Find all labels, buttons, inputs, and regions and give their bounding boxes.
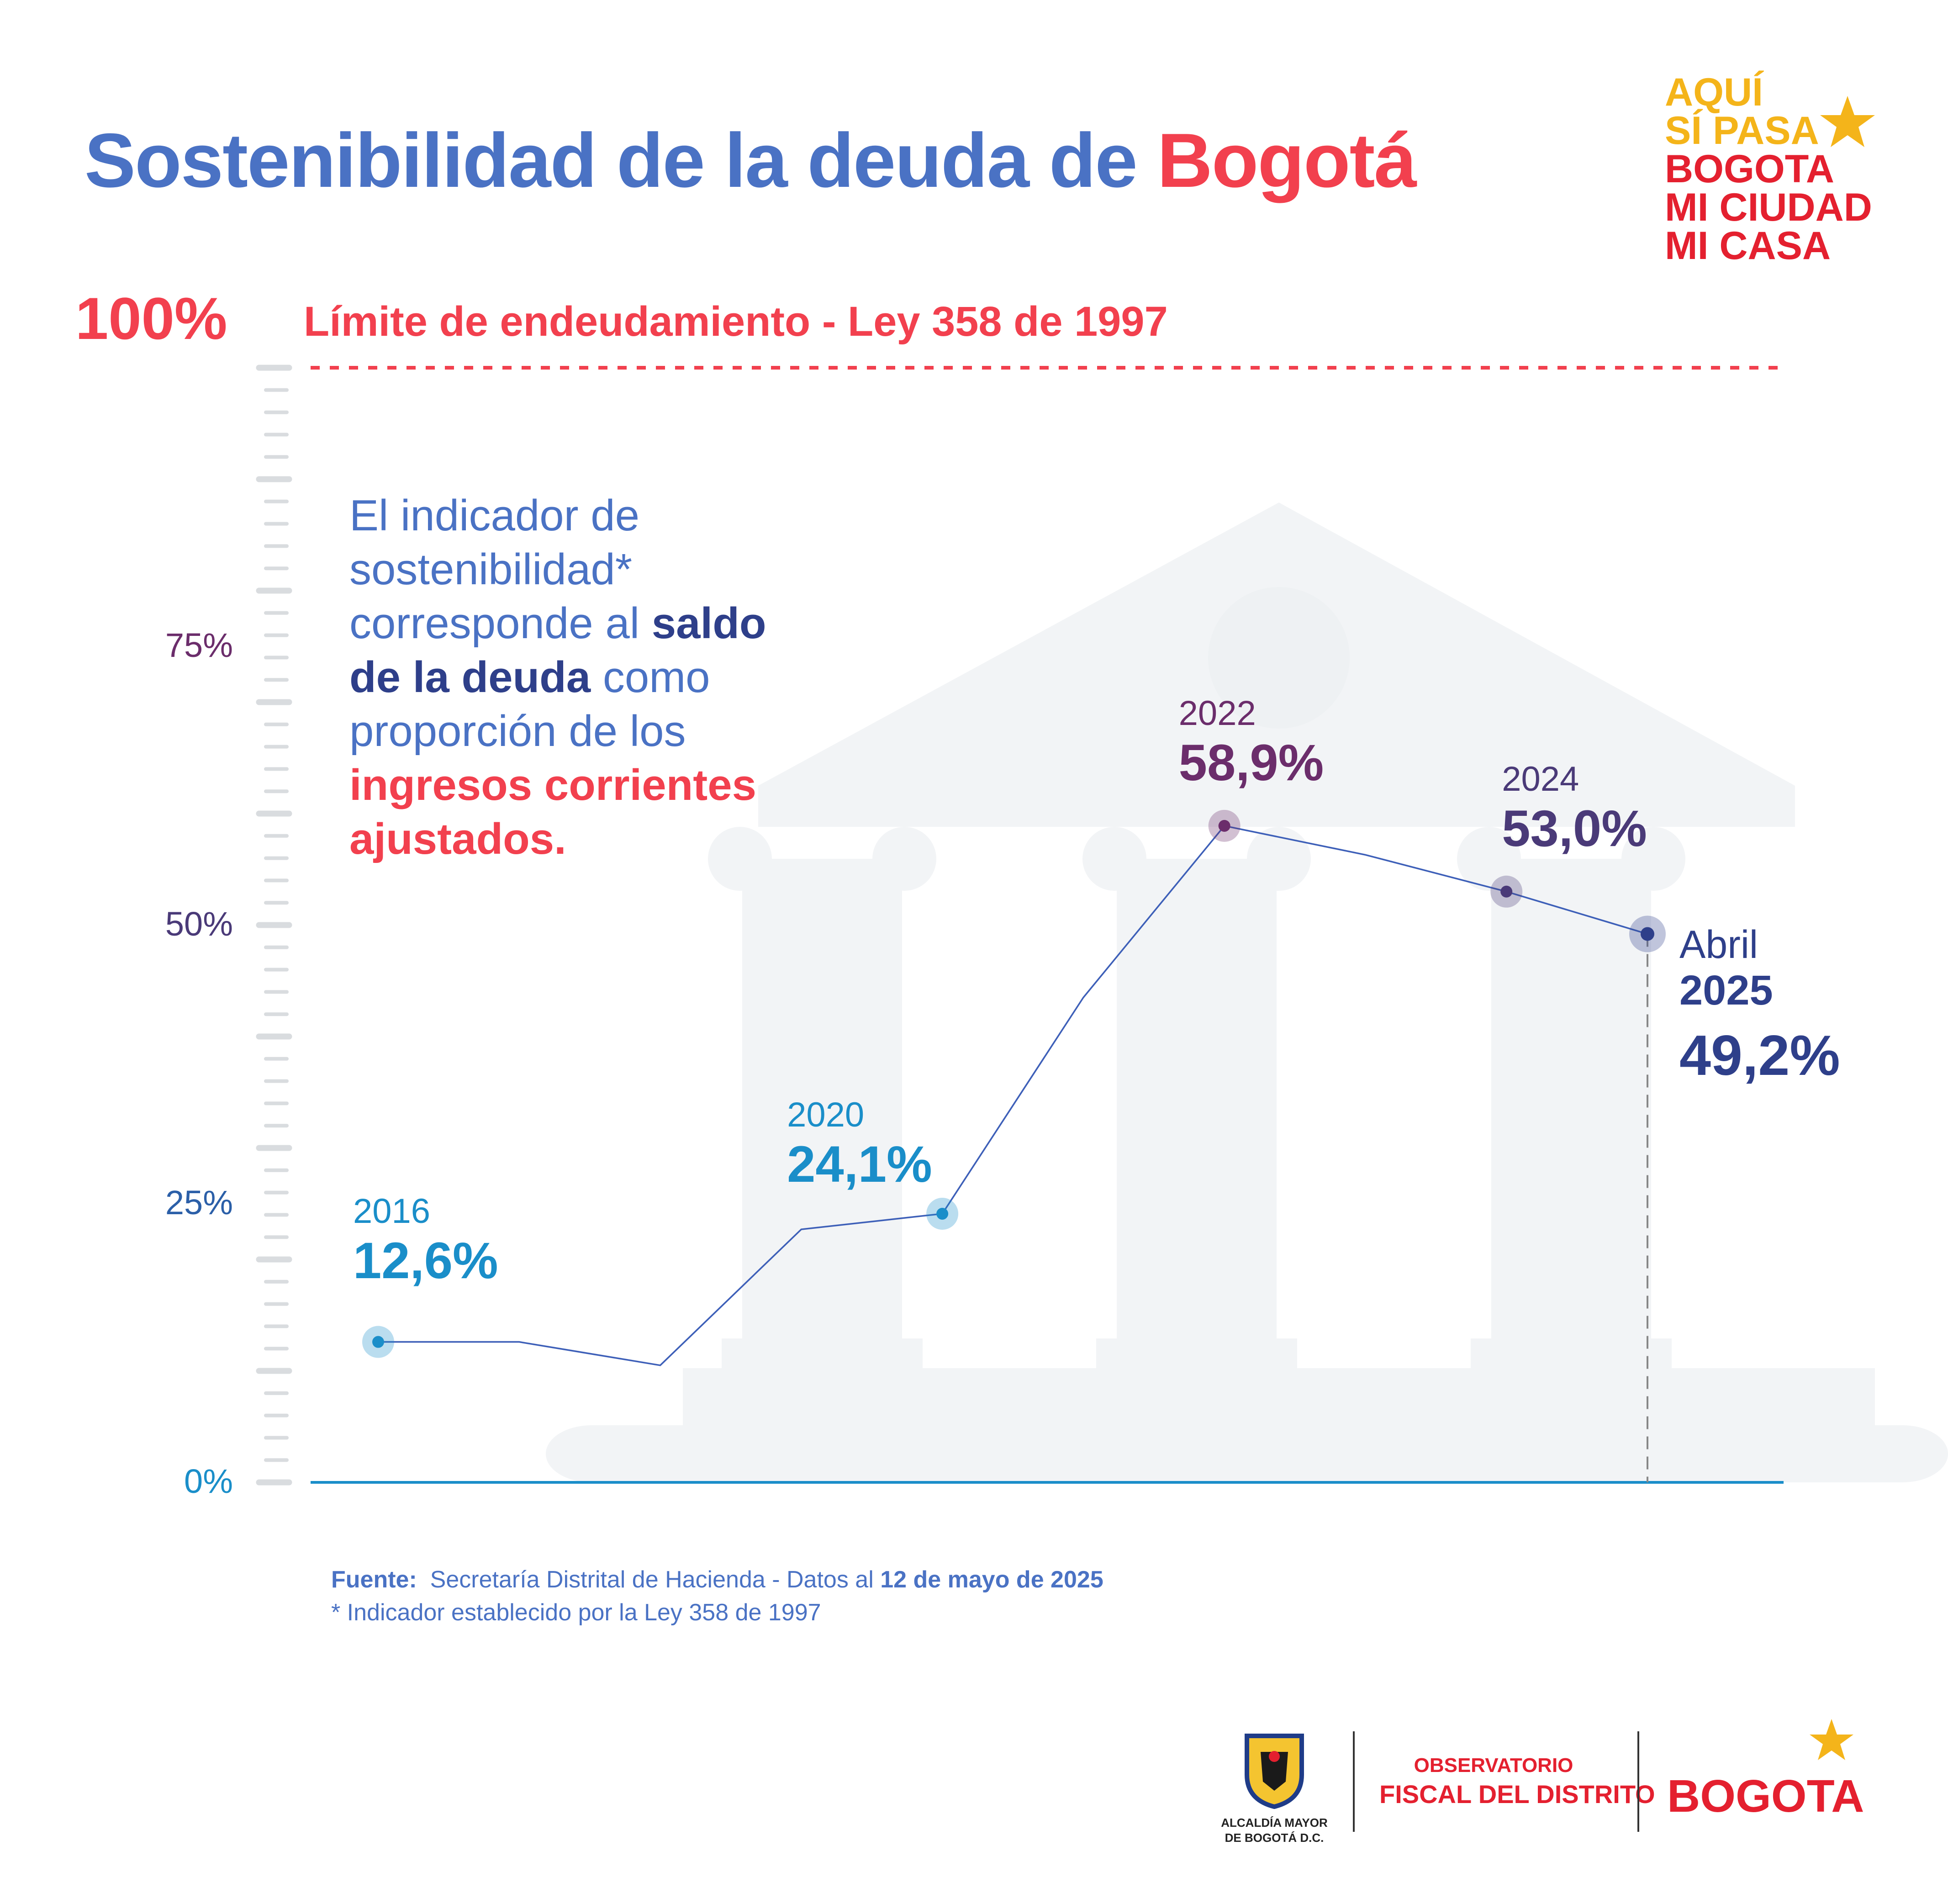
limit-percent: 100% [75, 285, 227, 352]
building-capital-left [1457, 827, 1521, 891]
y-axis-ruler [256, 365, 292, 1486]
bank-building-illustration [546, 502, 1948, 1482]
point-year: 2016 [353, 1191, 431, 1231]
building-capital-right [872, 827, 936, 891]
point-label-2022: 2022 58,9% [1179, 693, 1324, 792]
source-date: 12 de mayo de 2025 [880, 1566, 1103, 1593]
brand-line5: MI CASA [1665, 224, 1831, 268]
data-points [362, 809, 1666, 1358]
source-label: Fuente: [331, 1566, 417, 1593]
y-tick-label: 50% [165, 905, 233, 943]
point-value: 12,6% [353, 1232, 498, 1289]
explanation-highlight-debt: saldo de la deuda [349, 599, 766, 702]
footnote: * Indicador establecido por la Ley 358 d… [331, 1599, 821, 1626]
bogota-logo-text: BOGOTA [1667, 1771, 1864, 1822]
coat-of-arms-icon [1245, 1734, 1304, 1809]
point-value: 58,9% [1178, 734, 1324, 791]
point-year: 2024 [1502, 759, 1579, 799]
brand-line1: AQUÍ [1665, 70, 1763, 114]
point-year-prefix: Abril [1679, 922, 1758, 967]
brand-line4: MI CIUDAD [1665, 185, 1872, 229]
debt-chart [256, 365, 1948, 1486]
y-tick-label: 25% [165, 1184, 233, 1222]
alcaldia-line1: ALCALDÍA MAYOR [1221, 1816, 1328, 1830]
brand-logo: AQUÍ SÍ PASA BOGOTA MI CIUDAD MI CASA [1665, 73, 1872, 265]
building-column [1117, 859, 1277, 1338]
page-title: Sostenibilidad de la deuda de Bogotá [84, 116, 1417, 205]
point-value: 53,0% [1502, 799, 1647, 857]
data-point [936, 1207, 949, 1220]
brand-line3: BOGOTA [1665, 147, 1835, 191]
explanation-part1: El indicador de sostenibilidad* correspo… [349, 491, 652, 648]
explanation-part3: como proporción de los [349, 653, 710, 756]
star-icon [1810, 1719, 1853, 1760]
building-base [546, 1425, 1948, 1482]
data-point [1641, 927, 1654, 941]
building-window [1208, 587, 1350, 729]
observatorio-line2: FISCAL DEL DISTRITO [1379, 1780, 1655, 1809]
series-line [378, 825, 1648, 1366]
building-capital-left [1082, 827, 1146, 891]
building-stylobate [683, 1368, 1875, 1425]
building-capital-left [708, 827, 772, 891]
explanation-highlight-income: ingresos corrientes ajustados. [349, 761, 756, 863]
point-label-2020: 2020 24,1% [787, 1095, 932, 1194]
alcaldia-line2: DE BOGOTÁ D.C. [1225, 1831, 1324, 1845]
point-label-2025: Abril 2025 49,2% [1679, 923, 1840, 1088]
source-line: Fuente: Secretaría Distrital de Hacienda… [331, 1566, 1103, 1593]
observatorio-line1: OBSERVATORIO [1414, 1754, 1573, 1777]
title-main: Sostenibilidad de la deuda de [84, 117, 1157, 203]
point-year: 2025 [1679, 967, 1773, 1014]
brand-line2: SÍ PASA [1665, 109, 1819, 153]
point-label-2024: 2024 53,0% [1502, 759, 1647, 858]
point-value: 24,1% [787, 1135, 932, 1193]
y-tick-label: 0% [184, 1462, 233, 1500]
building-capital-right [1247, 827, 1311, 891]
building-column [1491, 859, 1651, 1338]
y-tick-label: 75% [165, 626, 233, 664]
point-value: 49,2% [1679, 1024, 1840, 1087]
point-year: 2022 [1178, 693, 1256, 733]
point-year: 2020 [787, 1095, 865, 1134]
limit-label: Límite de endeudamiento - Ley 358 de 199… [304, 298, 1168, 345]
logo-divider [1353, 1731, 1355, 1832]
explanation-text: El indicador de sostenibilidad* correspo… [349, 489, 806, 866]
data-point [1218, 820, 1230, 832]
point-label-2016: 2016 12,6% [353, 1191, 498, 1290]
star-icon [1820, 96, 1875, 147]
building-capital-right [1621, 827, 1685, 891]
title-accent: Bogotá [1157, 117, 1417, 203]
source-text: Secretaría Distrital de Hacienda - Datos… [430, 1566, 881, 1593]
building-entablature [758, 786, 1795, 827]
data-point [372, 1336, 384, 1348]
data-point [1500, 885, 1513, 898]
logo-divider [1637, 1731, 1639, 1832]
building-column [742, 859, 902, 1338]
